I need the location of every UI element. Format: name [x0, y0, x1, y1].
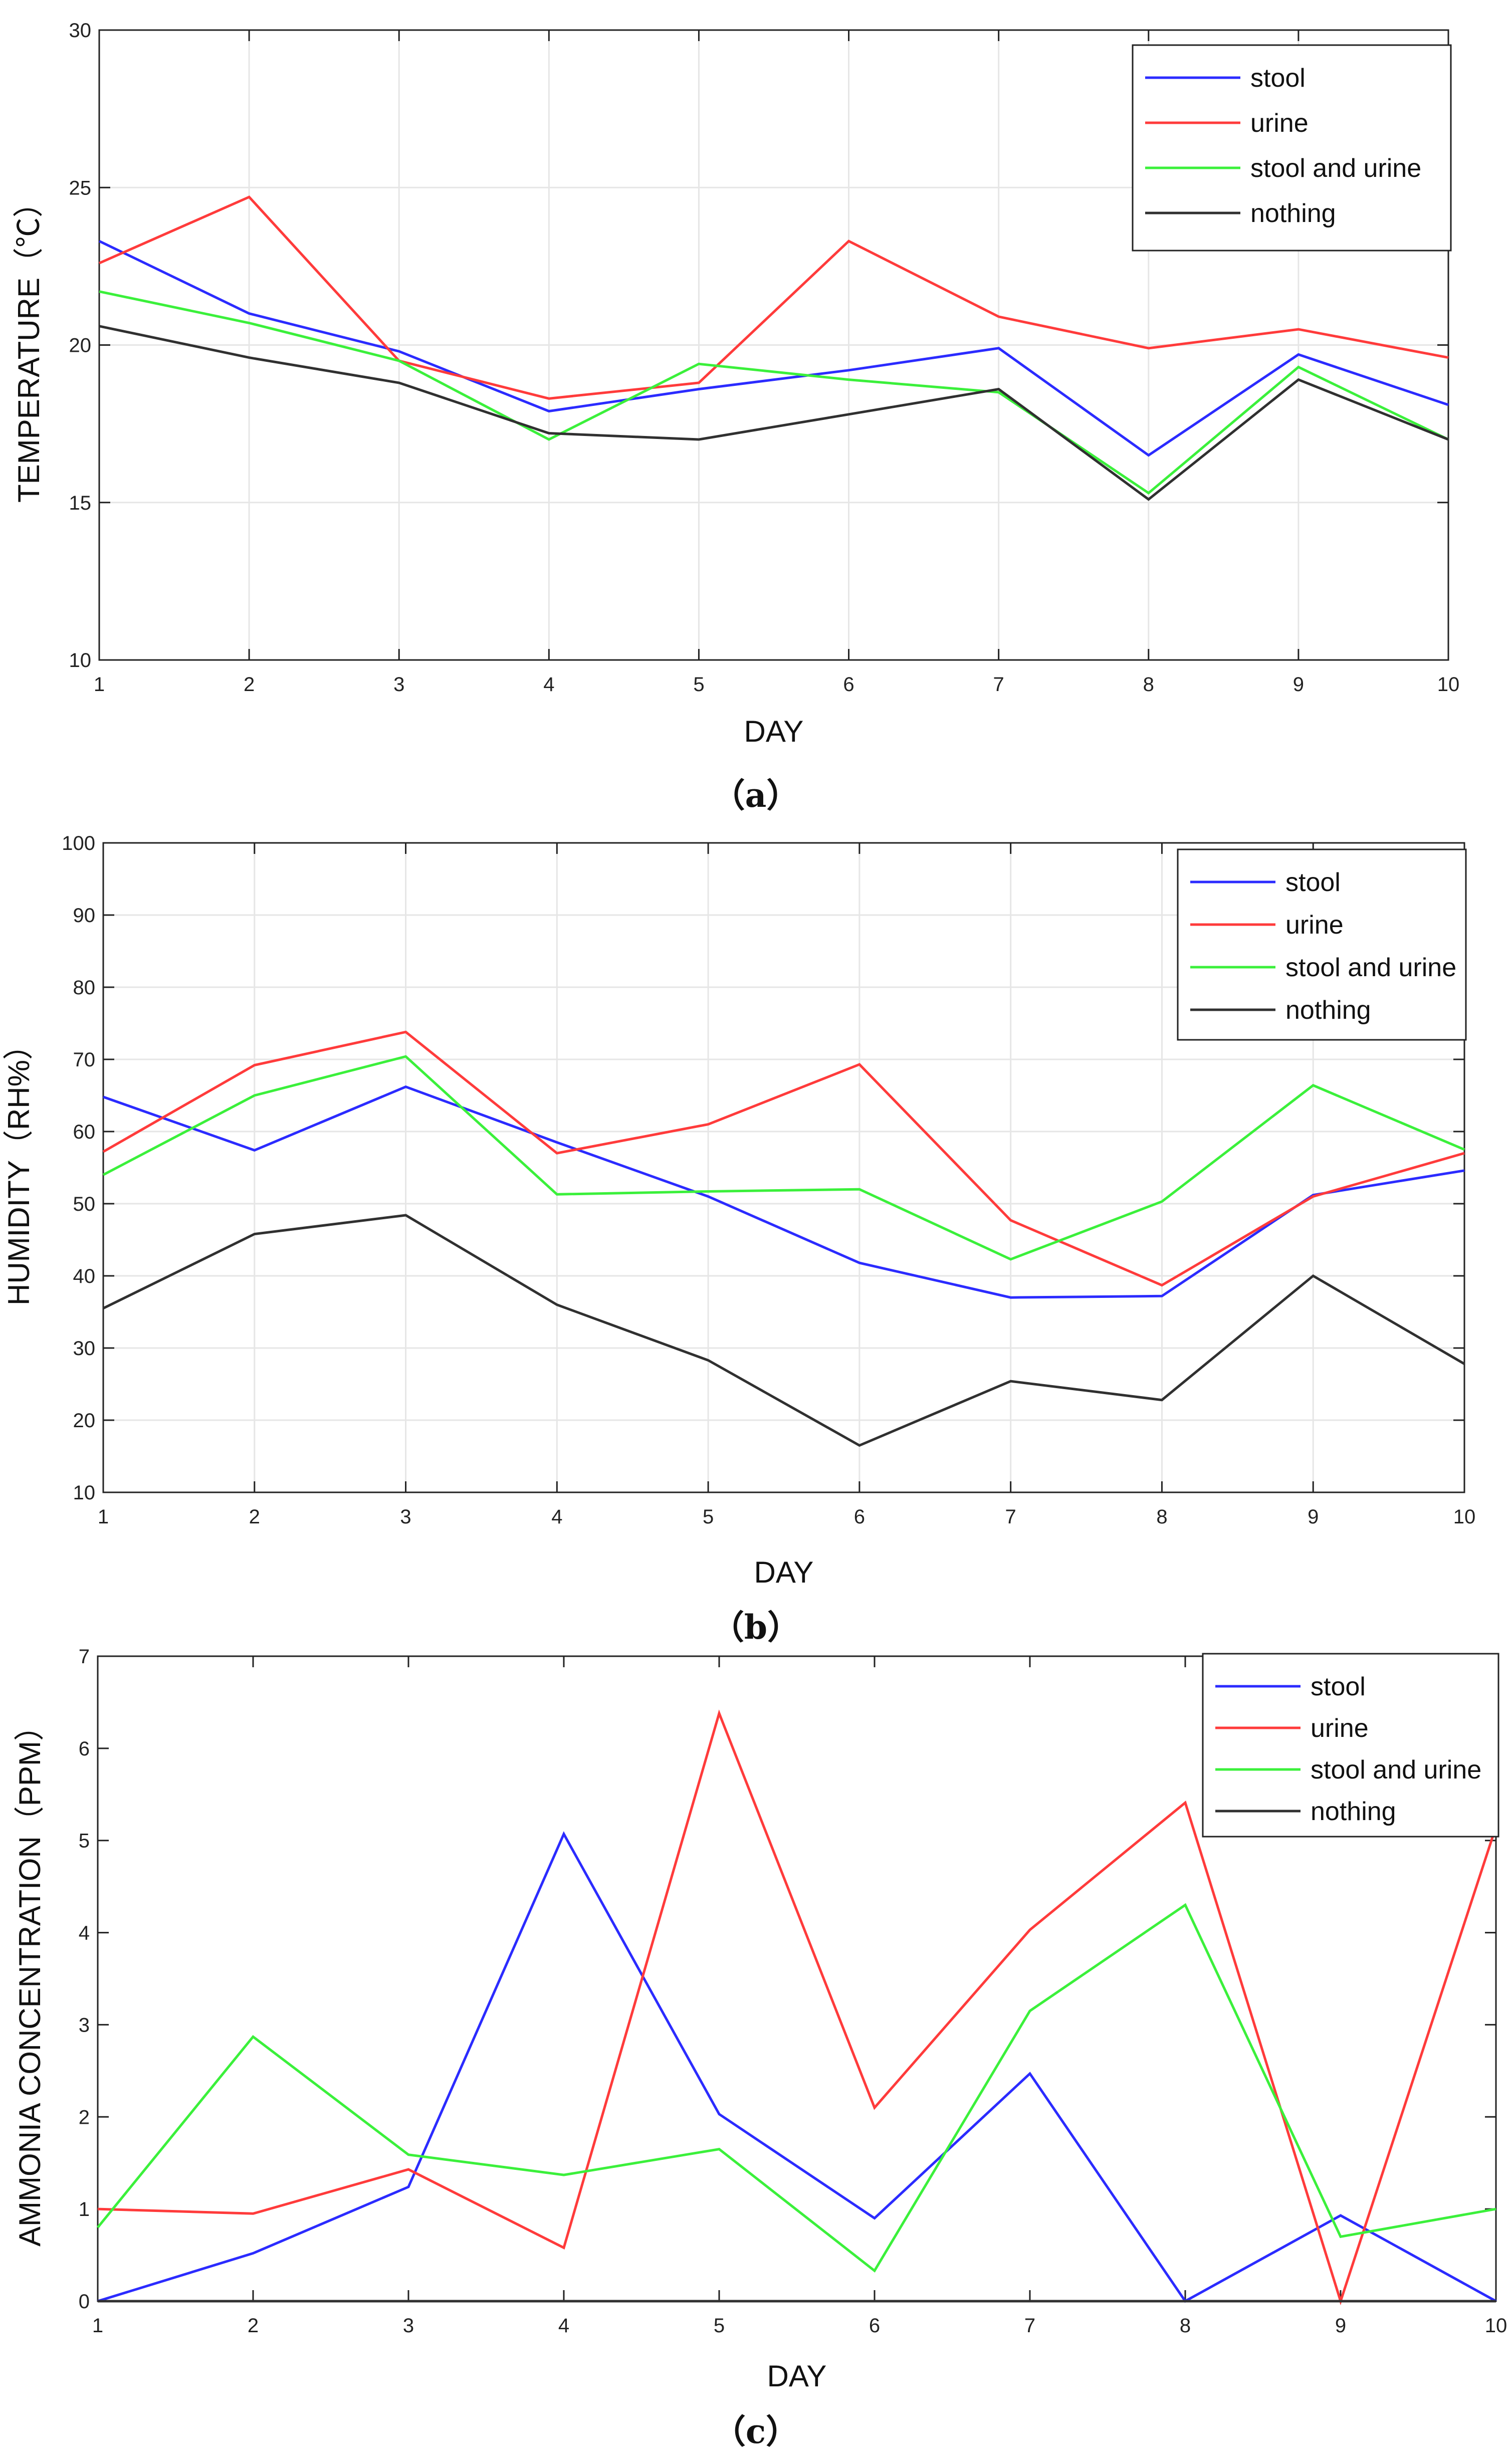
- x-tick-label: 10: [1485, 2315, 1507, 2337]
- y-tick-label: 10: [69, 649, 92, 672]
- series-line-urine: [102, 1030, 1465, 1287]
- y-tick-label: 25: [69, 177, 92, 199]
- x-tick-label: 8: [1156, 1506, 1167, 1528]
- x-tick-label: 2: [244, 674, 255, 696]
- x-tick-label: 6: [854, 1506, 865, 1528]
- legend-label: urine: [1285, 911, 1344, 940]
- x-axis-title: DAY: [754, 1555, 814, 1589]
- x-tick-label: 1: [94, 674, 105, 696]
- x-tick-label: 9: [1308, 1506, 1319, 1528]
- x-axis-title: DAY: [767, 2359, 827, 2393]
- y-tick-label: 50: [73, 1193, 96, 1215]
- y-tick-label: 4: [79, 1922, 90, 1944]
- legend-label: nothing: [1311, 1797, 1396, 1826]
- x-tick-label: 1: [92, 2315, 103, 2337]
- y-tick-label: 7: [79, 1646, 90, 1668]
- series-line-stool-and-urine: [97, 1903, 1496, 2273]
- x-tick-label: 7: [1024, 2315, 1035, 2337]
- x-tick-label: 2: [248, 2315, 259, 2337]
- y-tick-label: 5: [79, 1830, 90, 1852]
- legend-label: urine: [1250, 109, 1309, 138]
- legend-label: stool and urine: [1250, 154, 1421, 183]
- y-tick-label: 1: [79, 2198, 90, 2220]
- series-line-stool: [103, 1085, 1465, 1299]
- x-tick-label: 5: [714, 2315, 725, 2337]
- legend: stool urine stool and urine nothing: [1202, 1653, 1499, 1838]
- y-tick-label: 15: [69, 492, 92, 514]
- series-line-urine: [97, 1709, 1497, 2306]
- x-tick-label: 7: [993, 674, 1004, 696]
- x-tick-label: 10: [1453, 1506, 1476, 1528]
- y-tick-label: 90: [73, 905, 96, 927]
- y-tick-label: 100: [62, 832, 95, 854]
- y-tick-label: 20: [73, 1410, 96, 1432]
- x-tick-label: 6: [869, 2315, 880, 2337]
- legend: stool urine stool and urine nothing: [1132, 44, 1452, 252]
- legend-label: stool and urine: [1311, 1755, 1481, 1785]
- legend-label: stool: [1311, 1672, 1366, 1701]
- series-line-nothing: [102, 1214, 1465, 1447]
- x-tick-label: 5: [703, 1506, 714, 1528]
- x-tick-label: 4: [558, 2315, 569, 2337]
- axes-frame: [102, 842, 1465, 1493]
- x-tick-label: 10: [1437, 674, 1460, 696]
- x-tick-label: 6: [843, 674, 854, 696]
- x-tick-label: 8: [1180, 2315, 1191, 2337]
- y-tick-label: 60: [73, 1121, 96, 1143]
- y-axis-title: TEMPERATURE（℃）: [12, 187, 46, 503]
- x-tick-label: 1: [98, 1506, 109, 1528]
- y-tick-label: 20: [69, 335, 92, 357]
- x-tick-label: 4: [551, 1506, 562, 1528]
- y-tick-label: 30: [69, 20, 92, 42]
- x-tick-label: 3: [403, 2315, 414, 2337]
- x-tick-label: 3: [400, 1506, 411, 1528]
- legend-label: nothing: [1285, 996, 1371, 1025]
- y-tick-label: 30: [73, 1338, 96, 1360]
- legend-label: urine: [1311, 1714, 1369, 1743]
- y-axis-title: AMMONIA CONCENTRATION（PPM）: [13, 1711, 47, 2247]
- y-tick-label: 3: [79, 2014, 90, 2036]
- y-axis-title: HUMIDITY（RH%）: [2, 1030, 36, 1305]
- x-tick-label: 3: [393, 674, 404, 696]
- legend-label: stool: [1285, 868, 1341, 897]
- x-tick-label: 5: [693, 674, 704, 696]
- x-tick-label: 4: [543, 674, 554, 696]
- y-tick-label: 6: [79, 1738, 90, 1760]
- x-tick-label: 2: [249, 1506, 260, 1528]
- chart-panel-1: 10 15 20 25 30 1 2 3 4 5 6 7 8 9 10 DAY TEMPERATURE（℃） （a…: [12, 20, 1459, 815]
- legend-box: [1132, 44, 1452, 252]
- x-tick-label: 9: [1293, 674, 1304, 696]
- y-tick-label: 10: [73, 1482, 96, 1504]
- legend: stool urine stool and urine nothing: [1177, 848, 1467, 1041]
- series-line-stool: [98, 240, 1449, 457]
- panel-label: （b）: [711, 1608, 800, 1647]
- panel-label: （a）: [712, 776, 800, 815]
- legend-label: nothing: [1250, 199, 1336, 228]
- series-line-stool: [97, 1831, 1497, 2303]
- legend-label: stool: [1250, 64, 1306, 93]
- series-line-stool-and-urine: [99, 290, 1449, 495]
- x-tick-label: 9: [1335, 2315, 1346, 2337]
- series-line-nothing: [99, 325, 1449, 501]
- legend-label: stool and urine: [1285, 953, 1456, 982]
- y-tick-label: 0: [79, 2291, 90, 2313]
- x-axis-title: DAY: [744, 715, 804, 748]
- series-line-stool-and-urine: [102, 1055, 1465, 1261]
- y-tick-label: 2: [79, 2106, 90, 2128]
- y-tick-label: 40: [73, 1265, 96, 1287]
- legend-box: [1202, 1653, 1499, 1838]
- series-line-urine: [98, 195, 1449, 400]
- panel-label: （c）: [713, 2412, 799, 2451]
- y-tick-label: 70: [73, 1049, 96, 1071]
- x-tick-label: 8: [1143, 674, 1154, 696]
- x-tick-label: 7: [1005, 1506, 1016, 1528]
- chart-panel-2: 10 20 30 40 50 60 70 80 90 100 1 2 3 4 5 6 7 8 9 10 DAY HUMID…: [2, 832, 1475, 1647]
- y-tick-label: 80: [73, 977, 96, 999]
